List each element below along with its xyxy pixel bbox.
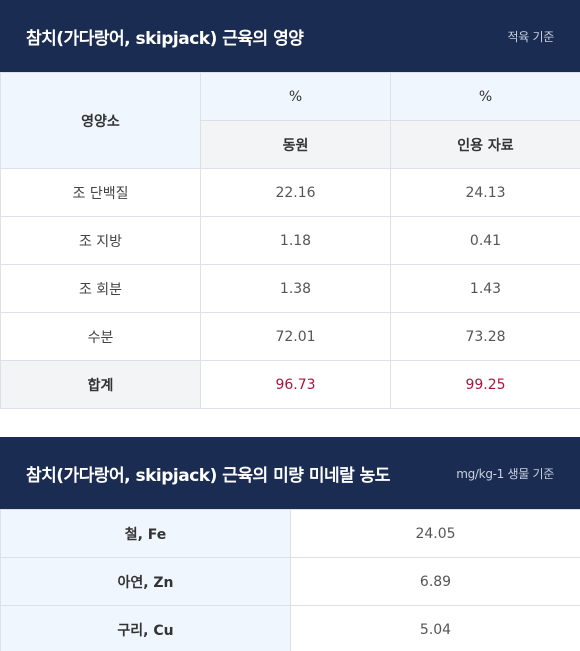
source-header-col1: 동원: [200, 120, 391, 169]
row-value-col1: 22.16: [200, 168, 391, 217]
nutrition-panel-note: 적육 기준: [507, 29, 555, 44]
unit-header-col2: %: [390, 72, 580, 121]
mineral-value: 6.89: [290, 557, 580, 606]
unit-header-col1: %: [200, 72, 391, 121]
mineral-panel-header: 참치(가다랑어, skipjack) 근육의 미량 미네랄 농도 mg/kg-1…: [0, 437, 580, 509]
mineral-value: 24.05: [290, 509, 580, 558]
row-value-col2: 0.41: [390, 216, 580, 265]
mineral-label: 아연, Zn: [0, 557, 291, 606]
row-label: 조 단백질: [0, 168, 201, 217]
mineral-label: 철, Fe: [0, 509, 291, 558]
table-row: 철, Fe 24.05: [0, 509, 580, 558]
table-row: 조 단백질 22.16 24.13: [0, 168, 580, 217]
nutrition-panel-header: 참치(가다랑어, skipjack) 근육의 영양 적육 기준: [0, 0, 580, 72]
mineral-panel-note: mg/kg-1 생물 기준: [456, 466, 554, 481]
unit-header-row: 영양소 % %: [0, 72, 580, 169]
table-row: 조 회분 1.38 1.43: [0, 264, 580, 313]
row-label: 수분: [0, 312, 201, 361]
table-row: 구리, Cu 5.04: [0, 605, 580, 651]
row-value-col2: 73.28: [390, 312, 580, 361]
total-value-col1: 96.73: [200, 360, 391, 409]
nutrition-panel-title: 참치(가다랑어, skipjack) 근육의 영양: [26, 28, 304, 49]
mineral-label: 구리, Cu: [0, 605, 291, 651]
row-value-col2: 1.43: [390, 264, 580, 313]
row-label: 조 지방: [0, 216, 201, 265]
row-value-col1: 72.01: [200, 312, 391, 361]
source-header-col2: 인용 자료: [390, 120, 580, 169]
row-value-col1: 1.18: [200, 216, 391, 265]
total-value-col2: 99.25: [390, 360, 580, 409]
row-value-col1: 1.38: [200, 264, 391, 313]
table-row: 조 지방 1.18 0.41: [0, 216, 580, 265]
nutrition-table: 영양소 % % 동원 인용 자료 조 단백질 22.16 24.13 조 지방 …: [0, 72, 580, 409]
table-row: 아연, Zn 6.89: [0, 557, 580, 606]
total-row: 합계 96.73 99.25: [0, 360, 580, 409]
total-label: 합계: [0, 360, 201, 409]
table-row: 수분 72.01 73.28: [0, 312, 580, 361]
row-label: 조 회분: [0, 264, 201, 313]
mineral-panel-title: 참치(가다랑어, skipjack) 근육의 미량 미네랄 농도: [26, 465, 390, 486]
row-value-col2: 24.13: [390, 168, 580, 217]
nutrient-column-header: 영양소: [0, 72, 201, 169]
mineral-table: 철, Fe 24.05 아연, Zn 6.89 구리, Cu 5.04: [0, 509, 580, 651]
mineral-value: 5.04: [290, 605, 580, 651]
